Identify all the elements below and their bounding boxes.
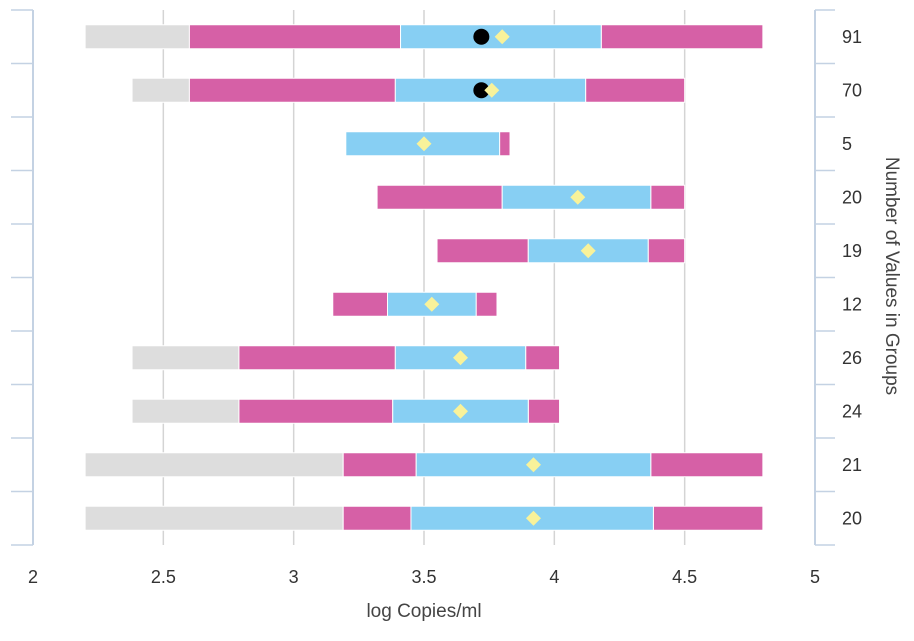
gray-bar-segment xyxy=(131,398,240,424)
pink-low-segment xyxy=(238,345,396,371)
mean-diamond xyxy=(424,296,440,312)
axes xyxy=(11,9,835,546)
row-7 xyxy=(131,398,561,424)
x-tick-label-4: 4 xyxy=(549,567,559,587)
x-tick-label-1: 2.5 xyxy=(151,567,176,587)
row-2 xyxy=(345,131,511,157)
right-axis-title: Number of Values in Groups xyxy=(881,157,902,395)
mean-diamond xyxy=(452,350,468,366)
pink-low-segment xyxy=(188,77,396,103)
count-label-5: 12 xyxy=(842,294,862,314)
mean-diamond xyxy=(452,403,468,419)
count-label-7: 24 xyxy=(842,401,862,421)
count-labels: 91 70 5 20 19 12 26 24 21 20 xyxy=(842,27,862,529)
pink-high-segment xyxy=(600,24,764,50)
x-tick-label-3: 3.5 xyxy=(411,567,436,587)
gray-bar-segment xyxy=(131,77,190,103)
pink-low-segment xyxy=(332,291,389,317)
x-axis-title: log Copies/ml xyxy=(366,601,481,622)
row-4 xyxy=(436,238,686,264)
count-label-1: 70 xyxy=(842,80,862,100)
gray-bar-segment xyxy=(84,24,190,50)
x-tick-label-6: 5 xyxy=(810,567,820,587)
mean-diamond xyxy=(494,29,510,45)
pink-high-segment xyxy=(652,505,764,531)
x-tick-labels: 2 2.5 3 3.5 4 4.5 5 xyxy=(28,567,820,587)
pink-high-segment xyxy=(475,291,498,317)
pink-low-segment xyxy=(342,505,412,531)
blue-bar-segment xyxy=(394,345,527,371)
row-0 xyxy=(84,24,764,50)
row-8 xyxy=(84,452,764,478)
row-1 xyxy=(131,77,686,103)
gray-bar-segment xyxy=(84,452,344,478)
mean-diamond xyxy=(580,243,596,259)
count-label-0: 91 xyxy=(842,27,862,47)
median-dot xyxy=(473,28,490,45)
mean-diamond xyxy=(525,510,541,526)
row-6 xyxy=(131,345,561,371)
mean-diamond xyxy=(570,189,586,205)
pink-high-segment xyxy=(585,77,686,103)
bar-rows xyxy=(84,24,764,531)
pink-low-segment xyxy=(436,238,529,264)
pink-high-segment xyxy=(650,184,686,210)
row-9 xyxy=(84,505,764,531)
pink-high-segment xyxy=(499,131,511,157)
count-label-9: 20 xyxy=(842,508,862,528)
count-label-6: 26 xyxy=(842,348,862,368)
mean-diamond xyxy=(525,457,541,473)
median-dot xyxy=(473,82,490,99)
pink-high-segment xyxy=(647,238,686,264)
x-tick-label-0: 2 xyxy=(28,567,38,587)
pink-high-segment xyxy=(527,398,561,424)
mean-diamond xyxy=(416,136,432,152)
pink-low-segment xyxy=(238,398,394,424)
gray-bar-segment xyxy=(131,345,240,371)
gray-bar-segment xyxy=(84,505,344,531)
row-3 xyxy=(376,184,686,210)
pink-high-segment xyxy=(650,452,764,478)
pink-low-segment xyxy=(342,452,417,478)
pink-low-segment xyxy=(376,184,503,210)
count-label-8: 21 xyxy=(842,455,862,475)
mean-diamond xyxy=(484,82,500,98)
pink-low-segment xyxy=(188,24,402,50)
x-tick-label-2: 3 xyxy=(289,567,299,587)
pink-high-segment xyxy=(525,345,561,371)
count-label-2: 5 xyxy=(842,134,852,154)
x-tick-label-5: 4.5 xyxy=(672,567,697,587)
row-5 xyxy=(332,291,498,317)
count-label-3: 20 xyxy=(842,187,862,207)
count-label-4: 19 xyxy=(842,241,862,261)
